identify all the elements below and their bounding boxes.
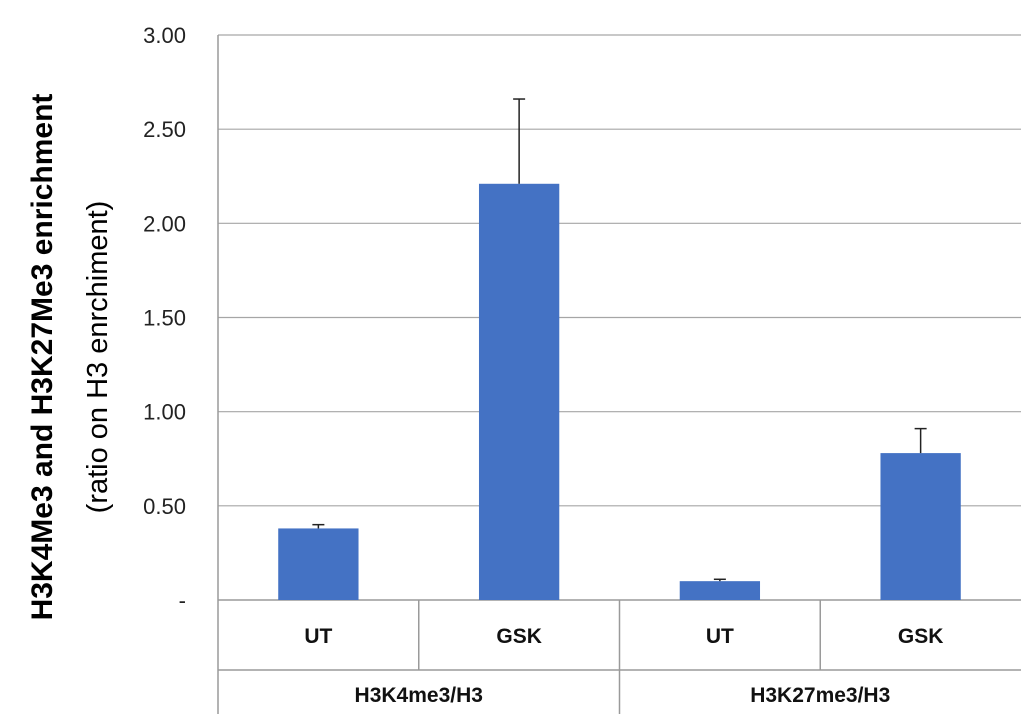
y-axis-label: H3K4Me3 and H3K27Me3 enrichment bbox=[26, 94, 59, 621]
x-category-label: UT bbox=[304, 625, 332, 648]
y-tick-label: 0.50 bbox=[143, 494, 186, 519]
x-category-label: UT bbox=[706, 625, 734, 648]
x-group-label: H3K4me3/H3 bbox=[355, 684, 483, 707]
x-group-label: H3K27me3/H3 bbox=[750, 684, 890, 707]
gridlines bbox=[218, 34, 1021, 507]
x-category-label: GSK bbox=[496, 625, 542, 648]
bar bbox=[880, 453, 961, 600]
y-tick-label: 1.50 bbox=[143, 306, 186, 331]
bar bbox=[278, 528, 359, 600]
y-tick-label: 2.00 bbox=[143, 211, 186, 236]
bar bbox=[478, 183, 560, 601]
bar bbox=[679, 581, 761, 600]
y-axis-sublabel: (ratio on H3 enrchiment) bbox=[82, 201, 114, 514]
y-tick-labels: - 0.50 1.00 1.50 2.00 2.50 3.00 bbox=[143, 23, 186, 613]
axes bbox=[217, 35, 1021, 714]
x-category-label: GSK bbox=[898, 625, 944, 648]
x-category-labels: UT GSK UT GSK H3K4me3/H3 H3K27me3/H3 bbox=[304, 625, 943, 707]
y-tick-label: 2.50 bbox=[143, 117, 186, 142]
error-bars bbox=[312, 98, 927, 582]
bars bbox=[278, 183, 961, 601]
y-tick-label: - bbox=[179, 588, 186, 613]
y-tick-label: 3.00 bbox=[143, 23, 186, 48]
y-tick-label: 1.00 bbox=[143, 400, 186, 425]
